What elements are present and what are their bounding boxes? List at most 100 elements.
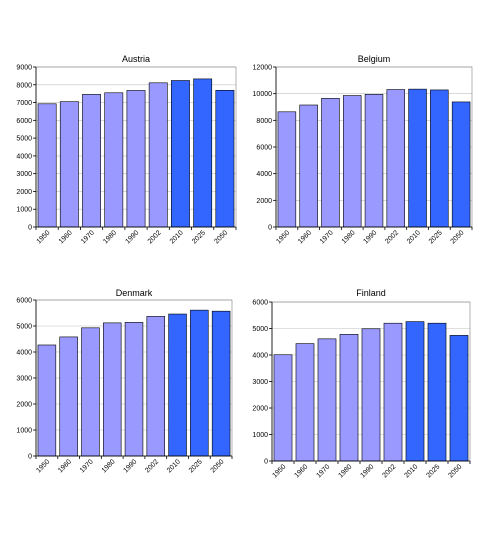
chart-title: Finland [356, 288, 386, 298]
y-tick-label: 12000 [253, 65, 273, 72]
bar-2025 [190, 309, 209, 457]
bar-2025 [193, 78, 213, 228]
y-tick-label: 2000 [16, 402, 32, 409]
x-tick-label: 2010 [169, 229, 185, 245]
y-tick-label: 1000 [252, 432, 268, 439]
chart-title: Belgium [358, 54, 391, 64]
x-tick-label: 1970 [80, 229, 96, 245]
x-tick-label: 1960 [57, 458, 73, 474]
y-tick-label: 4000 [252, 353, 268, 360]
bar-1990 [126, 90, 146, 228]
bar-1950 [277, 111, 297, 228]
bar-1970 [321, 98, 340, 228]
y-tick-label: 6000 [252, 300, 268, 307]
bar-1980 [339, 334, 359, 462]
y-tick-label: 2000 [16, 189, 32, 196]
x-tick-label: 1980 [101, 458, 117, 474]
x-tick-label: 2002 [144, 458, 160, 474]
bar-1970 [82, 94, 101, 228]
y-tick-label: 4000 [16, 350, 32, 357]
y-tick-label: 1000 [16, 207, 32, 214]
bar-1990 [124, 322, 144, 457]
y-tick-label: 2000 [256, 198, 272, 205]
y-tick-label: 10000 [253, 91, 273, 98]
x-tick-label: 1960 [297, 229, 313, 245]
x-tick-label: 1970 [79, 458, 95, 474]
bar-1980 [104, 92, 124, 228]
y-tick-label: 5000 [252, 326, 268, 333]
y-tick-label: 6000 [16, 118, 32, 125]
y-tick-label: 0 [28, 225, 32, 232]
x-tick-label: 2025 [428, 229, 444, 245]
y-tick-label: 9000 [16, 65, 32, 72]
x-tick-label: 2010 [406, 229, 422, 245]
bar-2002 [146, 316, 166, 457]
x-tick-label: 2010 [166, 458, 182, 474]
x-tick-label: 2002 [381, 463, 397, 479]
bar-1950 [37, 344, 57, 457]
y-tick-label: 2000 [252, 406, 268, 413]
y-tick-label: 6000 [256, 145, 272, 152]
x-tick-label: 1990 [362, 229, 378, 245]
bar-2010 [171, 80, 190, 228]
x-tick-label: 1980 [337, 463, 353, 479]
chart-panel-finland: Finland 0 1000 2000 3000 4000 5000 6000 1950 1960… [252, 288, 471, 479]
y-tick-label: 5000 [16, 136, 32, 143]
x-tick-label: 1990 [122, 458, 138, 474]
chart-panel-belgium: Belgium 0 2000 4000 6000 8000 10000 12000 1950 19… [253, 54, 473, 245]
y-tick-label: 8000 [16, 82, 32, 89]
y-tick-label: 3000 [252, 379, 268, 386]
bar-2025 [427, 322, 447, 462]
x-tick-label: 1950 [36, 229, 52, 245]
y-tick-label: 3000 [16, 171, 32, 178]
y-tick-label: 6000 [16, 298, 32, 305]
y-tick-label: 0 [264, 459, 268, 466]
bar-1950 [273, 354, 293, 462]
bar-2002 [386, 89, 406, 228]
bar-1980 [342, 95, 362, 228]
bar-1960 [299, 104, 318, 228]
x-tick-label: 1980 [341, 229, 357, 245]
x-tick-label: 1960 [58, 229, 74, 245]
x-tick-label: 2050 [213, 229, 229, 245]
x-tick-label: 1970 [319, 229, 335, 245]
bar-1990 [364, 94, 384, 228]
y-tick-label: 1000 [16, 428, 32, 435]
bar-1950 [37, 103, 57, 228]
chart-title: Austria [122, 54, 150, 64]
chart-panel-austria: Austria 0 1000 2000 3000 4000 5000 6000 7000 8000… [16, 54, 237, 245]
bar-1980 [102, 322, 122, 457]
x-tick-label: 1950 [275, 229, 291, 245]
bar-2050 [451, 101, 471, 228]
chart-panel-denmark: Denmark 0 1000 2000 3000 4000 5000 6000 1950 1960… [16, 288, 233, 474]
x-tick-label: 2050 [210, 458, 226, 474]
bar-1970 [81, 327, 100, 457]
bar-1960 [295, 343, 315, 462]
x-tick-label: 1950 [35, 458, 51, 474]
x-tick-label: 1990 [359, 463, 375, 479]
x-tick-label: 2002 [384, 229, 400, 245]
x-tick-label: 1960 [293, 463, 309, 479]
bar-1960 [59, 336, 78, 457]
y-tick-label: 8000 [256, 118, 272, 125]
y-tick-label: 0 [28, 454, 32, 461]
bar-2050 [215, 89, 235, 228]
x-tick-label: 1990 [124, 229, 140, 245]
x-tick-label: 1950 [271, 463, 287, 479]
x-tick-label: 2010 [403, 463, 419, 479]
x-tick-label: 1980 [102, 229, 118, 245]
x-tick-label: 1970 [315, 463, 331, 479]
bar-2050 [211, 310, 231, 457]
bar-1970 [317, 338, 337, 462]
x-tick-label: 2025 [188, 458, 204, 474]
y-tick-label: 3000 [16, 376, 32, 383]
bar-2050 [449, 335, 469, 462]
x-tick-label: 2050 [447, 463, 463, 479]
y-tick-label: 4000 [16, 153, 32, 160]
x-tick-label: 2025 [425, 463, 441, 479]
bar-2010 [168, 313, 187, 457]
bar-2010 [405, 321, 425, 462]
y-tick-label: 5000 [16, 324, 32, 331]
y-tick-label: 4000 [256, 171, 272, 178]
